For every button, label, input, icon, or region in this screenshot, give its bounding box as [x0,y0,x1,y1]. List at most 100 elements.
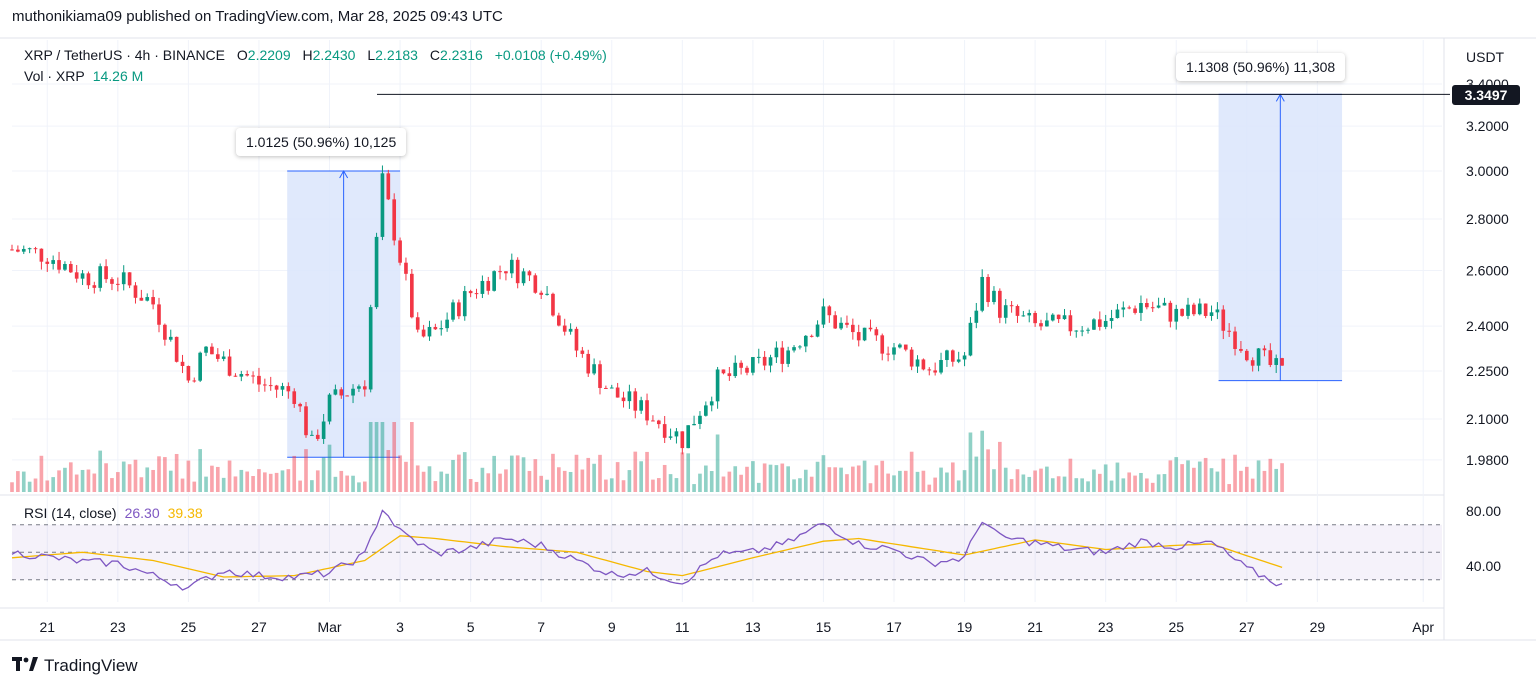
candle-body [1197,303,1202,315]
symbol-name[interactable]: XRP / TetherUS · 4h · BINANCE [24,47,225,63]
candle-body [280,386,285,390]
volume-bar [33,478,38,492]
volume-bar [1244,466,1249,492]
candle-body [1239,348,1243,351]
rsi-ma-value: 39.38 [167,505,203,521]
candle-body [939,360,943,373]
candle-body [1103,320,1108,327]
volume-bar [1045,466,1049,492]
volume-bar [886,473,890,492]
candle-body [509,259,514,274]
candle-body [698,415,702,424]
candle-body [903,344,908,350]
candle-body [445,319,449,329]
volume-bar [557,467,561,492]
candle-body [839,322,843,329]
volume-bar [121,461,126,492]
candle-body [1121,307,1126,310]
volume-bar [280,470,285,492]
volume-bar [63,467,67,492]
candle-body [827,306,832,316]
time-tick-label: 23 [1098,619,1114,635]
candle-body [1139,303,1143,313]
volume-bar [221,477,226,492]
price-tick-label: 2.6000 [1466,262,1509,278]
time-tick-label: 9 [608,619,616,635]
volume-bar [1274,468,1279,492]
volume-bar [1186,460,1190,492]
volume-bar [227,460,232,492]
candle-body [127,272,132,286]
candle-body [1109,318,1114,321]
volume-bar [192,481,197,492]
candle-body [986,276,990,303]
volume-bar [815,461,820,492]
candle-body [257,375,261,385]
volume-legend[interactable]: Vol · XRP 14.26 M [24,68,143,84]
candle-body [1033,312,1037,324]
time-tick-label: 13 [745,619,761,635]
candle-body [404,262,408,274]
time-tick-label: 5 [467,619,475,635]
candle-body [545,293,549,295]
candle-body [786,350,790,364]
volume-bar [698,473,702,492]
rsi-line [11,509,1283,591]
volume-bar [204,476,208,492]
symbol-legend[interactable]: XRP / TetherUS · 4h · BINANCE O2.2209 H2… [24,47,607,63]
volume-bar [539,475,544,492]
time-tick-label: 25 [181,619,197,635]
candle-body [739,362,743,368]
candle-body [462,291,467,317]
time-tick-label: 21 [39,619,55,635]
volume-bar [856,465,861,492]
candle-body [468,291,473,294]
candle-body [892,347,896,355]
volume-bar [174,453,179,492]
volume-bar [486,473,491,492]
volume-bar [515,455,520,492]
volume-bar [562,470,567,492]
volume-bar [845,474,849,492]
volume-bar [1074,478,1079,492]
rsi-legend[interactable]: RSI (14, close) 26.30 39.38 [24,505,203,521]
candle-body [898,344,902,348]
volume-bar [151,469,155,492]
volume-bar [74,474,79,492]
candle-body [968,322,973,356]
volume-bar [68,462,73,492]
candle-body [704,405,708,416]
candle-body [27,248,32,250]
volume-bar [1015,469,1020,492]
volume-bar [592,463,596,492]
candle-body [57,260,61,270]
volume-bar [1215,471,1220,492]
measure-label-2: 1.1308 (50.96%) 11,308 [1176,53,1346,81]
volume-bar [1109,480,1114,492]
rsi-lines [11,509,1283,591]
volume-bar [980,430,985,492]
candle-body [180,361,185,366]
volume-bar [962,470,967,492]
candle-body [327,394,332,422]
volume-bar [374,422,379,492]
volume-bar [715,434,720,492]
volume-bar [210,465,214,492]
volume-bar [1180,464,1184,492]
volume-bar [1239,470,1243,492]
volume-bar [10,482,14,492]
volume-bar [1268,458,1273,492]
rsi-value: 26.30 [124,505,160,521]
candle-body [533,275,538,293]
open-label: O [236,47,248,63]
candle-body [1221,309,1226,331]
currency-unit[interactable]: USDT [1466,49,1505,65]
volume-bar [974,456,979,492]
volume-bar [292,455,297,492]
volume-bar [756,482,761,492]
volume-bar [945,472,949,492]
volume-value: 14.26 M [92,68,144,84]
candle-body [833,315,838,329]
volume-bar [851,466,855,492]
